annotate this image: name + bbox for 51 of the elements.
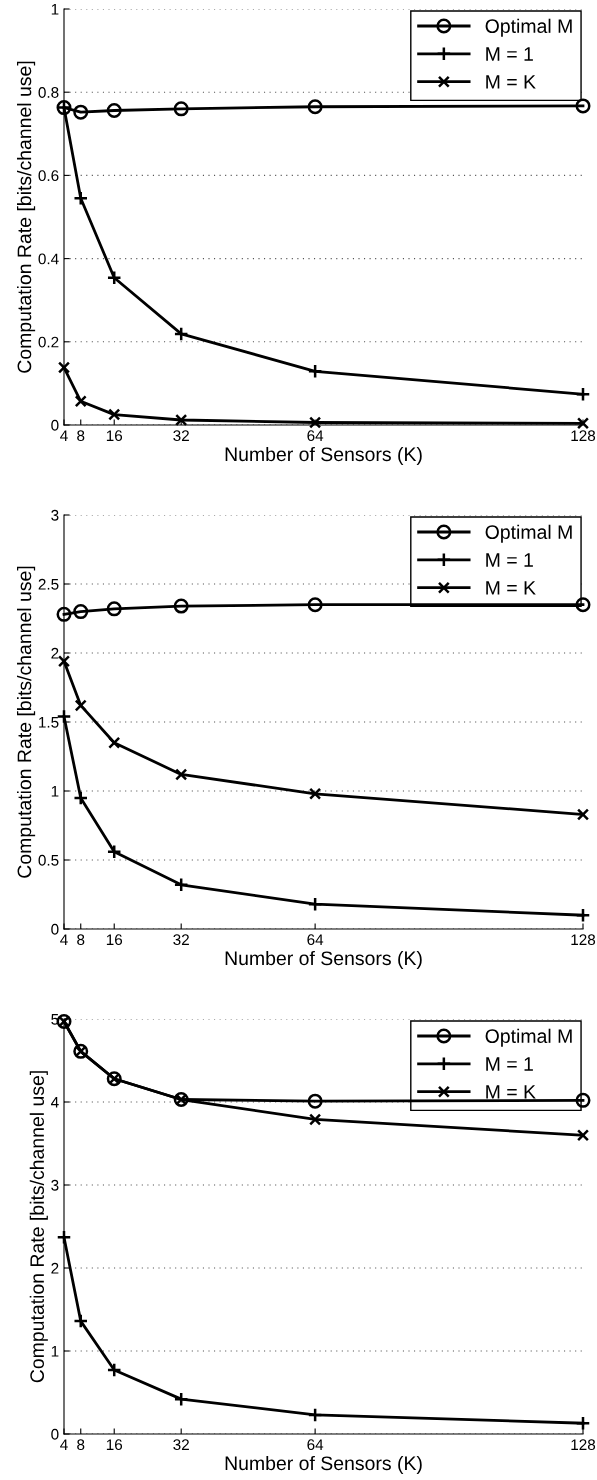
y-tick-label: 0 bbox=[51, 923, 59, 935]
y-tick-label: 1 bbox=[51, 1346, 59, 1357]
x-tick-label: 4 bbox=[60, 430, 68, 441]
x-tick-label: 16 bbox=[106, 430, 123, 442]
y-tick-label: 0 bbox=[51, 1428, 59, 1440]
y-axis-title: Computation Rate [bits/channel use] bbox=[17, 61, 36, 373]
legend-label: M = K bbox=[486, 581, 536, 595]
legend-label: M = 1 bbox=[486, 553, 533, 567]
y-axis-title: Computation Rate [bits/channel use] bbox=[17, 566, 36, 878]
y-tick-label: 0 bbox=[51, 419, 59, 431]
y-tick-label: 3 bbox=[51, 1179, 59, 1191]
x-axis-title: Number of Sensors (K) bbox=[225, 950, 422, 969]
x-tick-label: 16 bbox=[106, 934, 123, 946]
y-tick-label: 0.6 bbox=[38, 170, 59, 182]
legend-label: M = K bbox=[486, 1085, 536, 1099]
x-tick-label: 8 bbox=[77, 430, 85, 442]
y-axis-title: Computation Rate [bits/channel use] bbox=[29, 1071, 48, 1383]
y-tick-label: 2 bbox=[51, 1262, 59, 1274]
y-tick-label: 0.5 bbox=[38, 854, 59, 866]
x-axis-title: Number of Sensors (K) bbox=[225, 446, 422, 465]
x-tick-label: 4 bbox=[60, 1439, 68, 1450]
y-tick-label: 1 bbox=[51, 786, 59, 797]
y-tick-label: 1.5 bbox=[39, 717, 59, 728]
x-tick-label: 16 bbox=[106, 1439, 123, 1451]
x-axis-title: Number of Sensors (K) bbox=[225, 1455, 422, 1474]
y-tick-label: 1 bbox=[51, 4, 59, 15]
legend-label: Optimal M bbox=[485, 18, 572, 37]
x-tick-label: 32 bbox=[173, 430, 189, 442]
x-tick-label: 32 bbox=[173, 934, 189, 946]
x-tick-label: 4 bbox=[60, 934, 68, 945]
x-tick-label: 128 bbox=[571, 1439, 596, 1451]
y-tick-label: 0.8 bbox=[38, 87, 59, 98]
legend-label: M = 1 bbox=[486, 1057, 533, 1071]
legend-label: M = K bbox=[486, 75, 536, 89]
x-tick-label: 64 bbox=[307, 430, 324, 442]
y-tick-label: 2 bbox=[51, 647, 59, 659]
y-tick-label: 0.2 bbox=[38, 336, 59, 348]
x-tick-label: 128 bbox=[571, 430, 596, 442]
x-tick-label: 64 bbox=[307, 934, 324, 946]
y-tick-label: 2.5 bbox=[38, 578, 59, 590]
y-tick-label: 0.4 bbox=[38, 253, 59, 265]
x-tick-label: 8 bbox=[77, 934, 85, 946]
x-tick-label: 8 bbox=[77, 1439, 85, 1451]
x-tick-label: 32 bbox=[173, 1439, 189, 1451]
x-tick-label: 128 bbox=[571, 934, 596, 946]
x-tick-label: 64 bbox=[307, 1439, 324, 1451]
y-tick-label: 3 bbox=[51, 509, 59, 521]
legend-label: Optimal M bbox=[485, 524, 572, 543]
y-tick-label: 4 bbox=[50, 1097, 59, 1108]
legend-label: M = 1 bbox=[486, 47, 533, 61]
legend-label: Optimal M bbox=[485, 1028, 572, 1047]
